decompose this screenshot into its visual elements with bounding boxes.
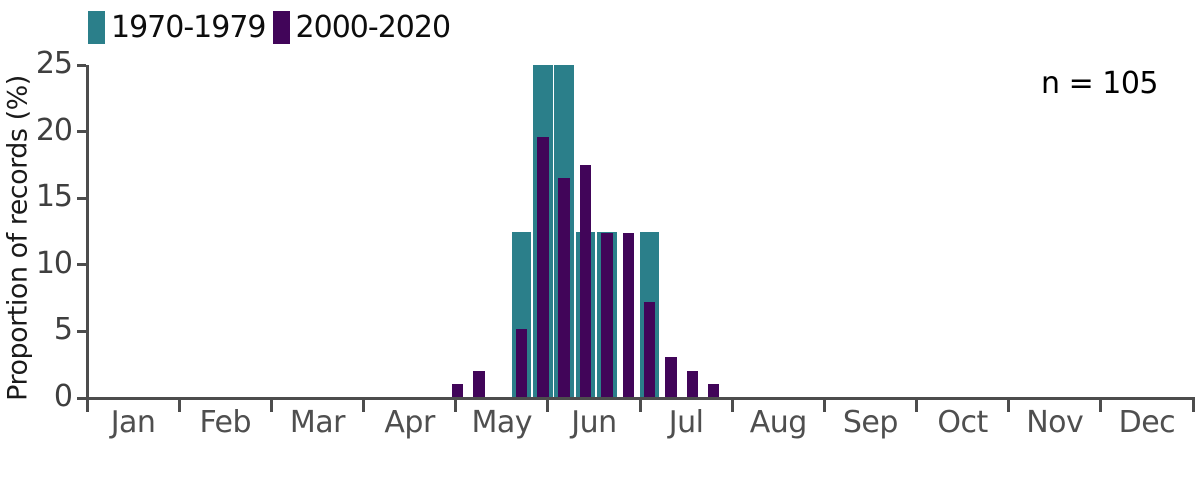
- x-tick-6: [638, 399, 642, 412]
- y-tick-label-15: 15: [35, 179, 73, 215]
- y-tick-label-25: 25: [35, 46, 73, 81]
- y-tick-5: [76, 329, 86, 333]
- x-tick-9: [915, 399, 918, 412]
- x-tick-11: [1099, 399, 1103, 412]
- month-label-mar: Mar: [289, 405, 346, 440]
- bar-2000-2020-bin4: [515, 329, 528, 398]
- month-label-may: May: [471, 405, 533, 440]
- y-tick-10: [76, 263, 86, 267]
- x-axis-line: [85, 396, 1195, 400]
- bar-2000-2020-bin11: [665, 356, 677, 398]
- y-tick-20: [76, 130, 86, 134]
- month-label-jun: Jun: [571, 405, 617, 440]
- y-tick-label-5: 5: [53, 312, 73, 348]
- month-label-sep: Sep: [842, 405, 899, 440]
- bar-2000-2020-bin7: [579, 164, 592, 398]
- month-label-dec: Dec: [1118, 405, 1176, 440]
- legend-item-2000s: 2000-2020: [272, 9, 452, 45]
- x-tick-0: [85, 399, 89, 412]
- bar-2000-2020-bin5: [537, 137, 549, 398]
- month-label-oct: Oct: [937, 405, 988, 440]
- y-tick-0: [76, 396, 86, 400]
- x-tick-3: [362, 399, 365, 412]
- x-tick-1: [177, 399, 181, 412]
- month-label-jul: Jul: [668, 405, 704, 440]
- x-tick-4: [454, 399, 458, 412]
- y-tick-25: [76, 63, 86, 67]
- x-tick-8: [822, 399, 826, 412]
- legend-item-1970s: 1970-1979: [88, 9, 267, 45]
- bar-2000-2020-bin10: [643, 301, 656, 398]
- x-tick-2: [269, 399, 273, 412]
- legend-label-2000s: 2000-2020: [295, 9, 452, 45]
- y-tick-label-20: 20: [35, 112, 73, 148]
- sample-size-annotation: n = 105: [1041, 66, 1158, 101]
- bar-2000-2020-bin9: [622, 233, 635, 398]
- bar-2000-2020-bin13: [707, 384, 720, 398]
- month-label-nov: Nov: [1026, 405, 1084, 440]
- x-tick-5: [546, 399, 550, 412]
- x-tick-7: [730, 399, 734, 412]
- x-tick-12: [1191, 399, 1195, 412]
- bar-2000-2020-bin1: [451, 384, 464, 398]
- legend-swatch-2000s-icon: [272, 11, 290, 44]
- month-label-apr: Apr: [384, 405, 435, 440]
- bar-2000-2020-bin2: [473, 370, 485, 398]
- y-tick-label-0: 0: [53, 379, 73, 414]
- y-axis-line: [85, 65, 89, 400]
- y-tick-15: [76, 196, 86, 200]
- legend: 1970-1979 2000-2020: [88, 11, 457, 44]
- y-tick-label-10: 10: [35, 245, 73, 281]
- month-label-feb: Feb: [199, 405, 252, 440]
- month-label-jan: Jan: [110, 405, 156, 440]
- bar-2000-2020-bin8: [601, 233, 613, 398]
- legend-label-1970s: 1970-1979: [111, 9, 267, 45]
- bar-2000-2020-bin12: [686, 370, 698, 398]
- month-label-aug: Aug: [749, 405, 808, 440]
- legend-swatch-1970s-icon: [88, 11, 105, 44]
- bar-2000-2020-bin6: [558, 178, 570, 398]
- x-tick-10: [1007, 399, 1011, 412]
